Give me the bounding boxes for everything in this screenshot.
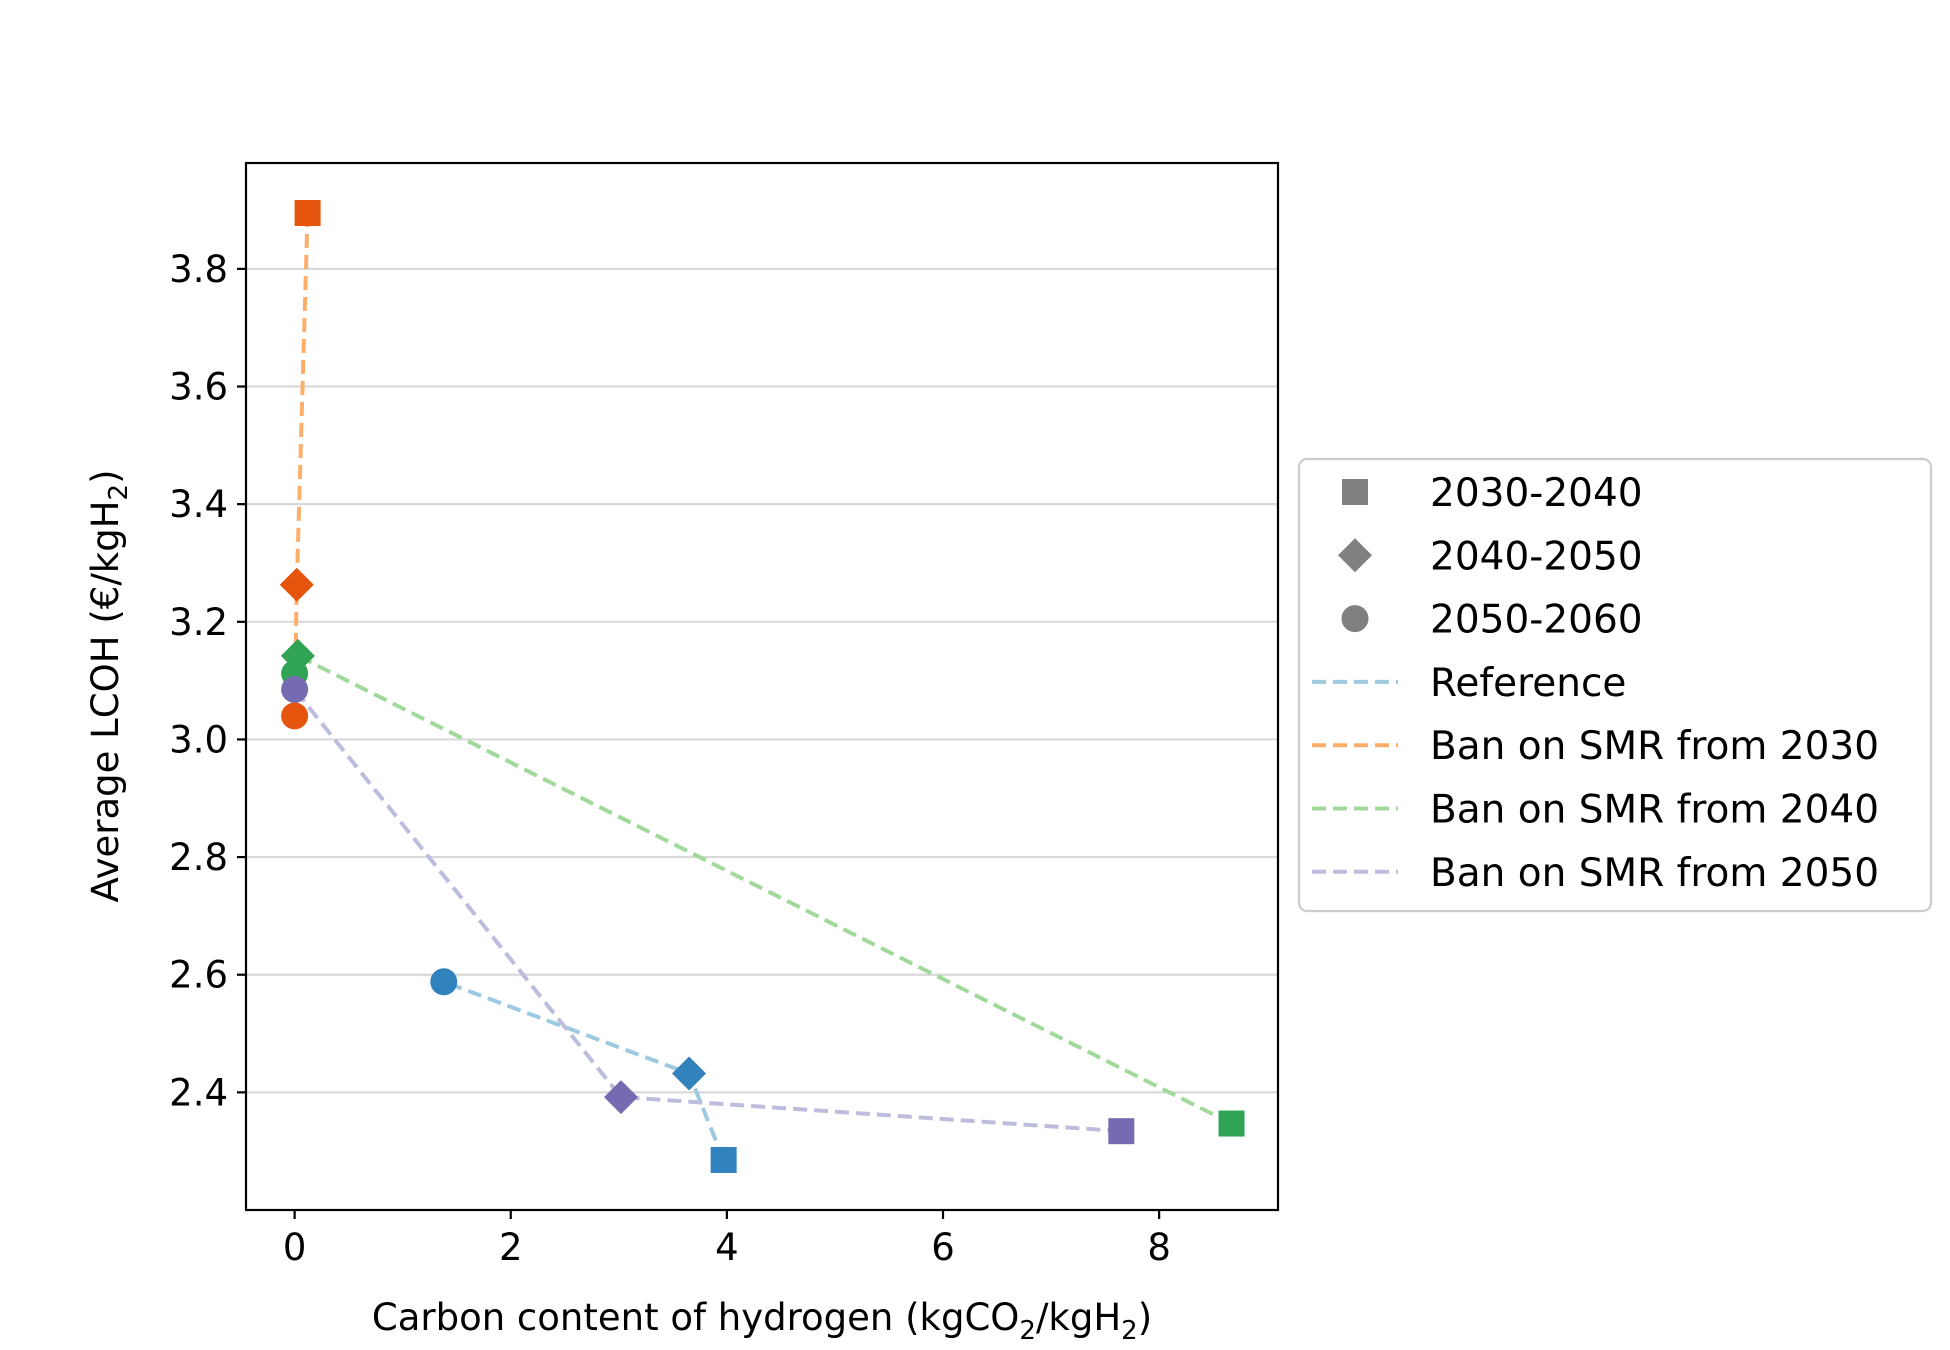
- legend-label: Ban on SMR from 2040: [1430, 788, 1879, 833]
- data-point-diamond: [603, 1080, 638, 1115]
- data-point-circle: [281, 702, 309, 730]
- series-line: [293, 688, 1122, 1134]
- data-point-square: [1218, 1110, 1245, 1137]
- x-tick-label: 2: [499, 1226, 523, 1269]
- y-tick-label: 2.4: [169, 1071, 228, 1114]
- data-point-circle: [430, 968, 458, 996]
- legend-label: 2030-2040: [1430, 471, 1643, 516]
- data-point-square: [710, 1147, 737, 1174]
- y-tick-label: 2.6: [169, 954, 228, 997]
- legend-marker-circle: [1341, 605, 1369, 633]
- y-tick-label: 3.8: [169, 248, 228, 291]
- data-point-circle: [281, 675, 309, 703]
- series-line: [292, 652, 1233, 1126]
- legend-label: Reference: [1430, 661, 1626, 706]
- y-tick-label: 3.6: [169, 366, 228, 409]
- y-tick-label: 2.8: [169, 836, 228, 879]
- series-markers: [279, 199, 1245, 1174]
- legend-items: 2030-2040 2040-2050 2050-2060 Reference Ban …: [1312, 471, 1879, 896]
- legend-label: Ban on SMR from 2030: [1430, 724, 1879, 769]
- data-point-diamond: [672, 1056, 707, 1091]
- x-tick-label: 4: [715, 1226, 739, 1269]
- x-tick-label: 6: [931, 1226, 955, 1269]
- grid-layer: [246, 267, 1278, 1094]
- plot-frame: [244, 161, 1280, 1212]
- legend-marker-diamond: [1338, 538, 1372, 573]
- series-lines: [292, 212, 1233, 1161]
- x-axis-ticks: 0 2 4 6 8: [283, 1210, 1171, 1269]
- legend: 2030-2040 2040-2050 2050-2060 Reference Ban …: [1297, 457, 1933, 913]
- data-point-diamond: [279, 567, 314, 602]
- legend-marker-square: [1342, 479, 1368, 505]
- x-tick-label: 0: [283, 1226, 307, 1269]
- y-axis-ticks: 2.4 2.6 2.8 3.0 3.2 3.4 3.6 3.8: [169, 248, 246, 1114]
- legend-label: Ban on SMR from 2050: [1430, 851, 1879, 896]
- x-tick-label: 8: [1147, 1226, 1171, 1269]
- legend-label: 2050-2060: [1430, 598, 1643, 643]
- y-tick-label: 3.4: [169, 483, 228, 526]
- data-point-square: [294, 199, 321, 226]
- legend-label: 2040-2050: [1430, 534, 1643, 579]
- data-point-square: [1108, 1118, 1135, 1145]
- y-tick-label: 3.2: [169, 601, 228, 644]
- legend-frame: [1297, 457, 1933, 913]
- y-tick-label: 3.0: [169, 718, 228, 761]
- x-axis-label: Carbon content of hydrogen (kgCO2/kgH2): [372, 1296, 1152, 1346]
- y-axis-label: Average LCOH (€/kgH2): [84, 469, 134, 902]
